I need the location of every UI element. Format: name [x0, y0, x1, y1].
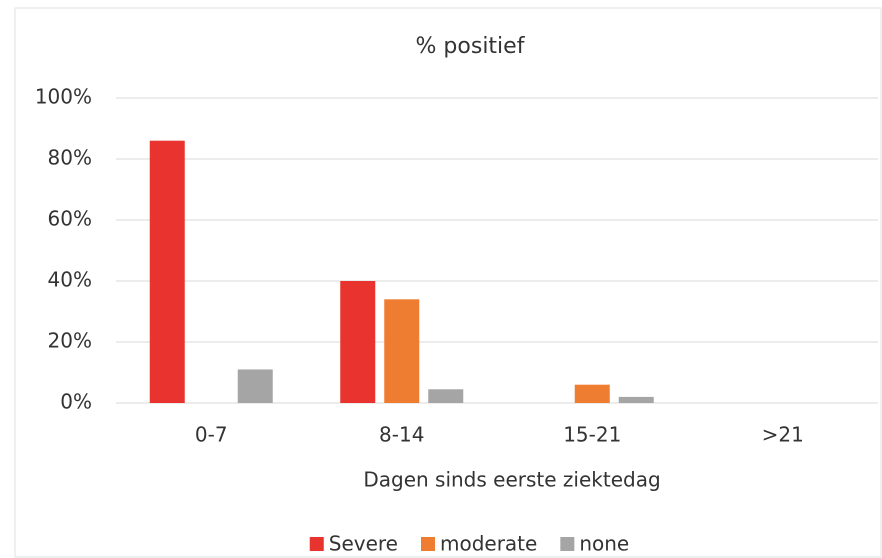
legend-label: none	[579, 532, 629, 556]
bar	[237, 369, 273, 403]
y-tick-label: 20%	[48, 329, 92, 353]
y-tick-label: 0%	[60, 390, 92, 414]
legend-swatch	[560, 537, 575, 551]
y-tick-label: 40%	[48, 268, 92, 292]
x-tick-label: 0-7	[195, 423, 228, 447]
legend-swatch	[420, 537, 435, 551]
y-tick-label: 60%	[48, 207, 92, 231]
y-tick-label: 100%	[35, 85, 92, 109]
legend-label: Severe	[329, 532, 398, 556]
bar	[428, 389, 464, 403]
legend-swatch	[309, 537, 324, 551]
legend-label: moderate	[440, 532, 537, 556]
x-axis-label: Dagen sinds eerste ziektedag	[363, 468, 660, 492]
y-tick-label: 80%	[48, 146, 92, 170]
x-tick-label: 15-21	[563, 423, 621, 447]
bar	[618, 396, 654, 403]
chart-title: % positief	[416, 34, 526, 59]
x-tick-label: 8-14	[379, 423, 424, 447]
bar	[149, 140, 185, 403]
bar	[384, 299, 420, 403]
bar	[574, 384, 610, 403]
bar	[340, 281, 376, 403]
x-tick-label: >21	[762, 423, 804, 447]
